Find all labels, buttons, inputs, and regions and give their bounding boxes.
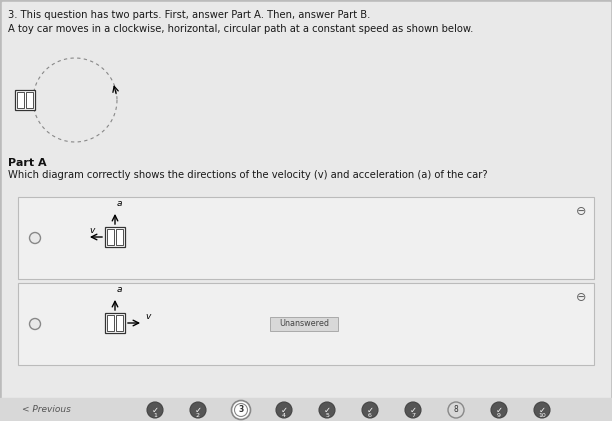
Bar xyxy=(116,315,123,331)
Text: ✓: ✓ xyxy=(195,406,201,415)
Circle shape xyxy=(362,402,378,418)
Circle shape xyxy=(276,402,292,418)
Text: Unanswered: Unanswered xyxy=(279,320,329,328)
Text: 9: 9 xyxy=(497,413,501,418)
Bar xyxy=(26,92,33,108)
Text: Which diagram correctly shows the directions of the velocity (v) and acceleratio: Which diagram correctly shows the direct… xyxy=(8,170,488,180)
Text: 1: 1 xyxy=(153,413,157,418)
Text: Part A: Part A xyxy=(8,158,47,168)
Bar xyxy=(15,90,35,110)
Text: ⊖: ⊖ xyxy=(575,291,586,304)
Circle shape xyxy=(29,232,40,243)
Text: < Previous: < Previous xyxy=(22,405,71,415)
Text: 8: 8 xyxy=(453,405,458,415)
Text: 5: 5 xyxy=(325,413,329,418)
Text: A toy car moves in a clockwise, horizontal, circular path at a constant speed as: A toy car moves in a clockwise, horizont… xyxy=(8,24,473,34)
Text: ⊖: ⊖ xyxy=(575,205,586,218)
Text: v: v xyxy=(89,226,94,235)
Text: ✓: ✓ xyxy=(539,406,545,415)
Bar xyxy=(270,317,338,331)
Text: v: v xyxy=(145,312,151,321)
Bar xyxy=(0,398,612,421)
Circle shape xyxy=(319,402,335,418)
Text: ✓: ✓ xyxy=(409,406,417,415)
Circle shape xyxy=(190,402,206,418)
Circle shape xyxy=(405,402,421,418)
Circle shape xyxy=(147,402,163,418)
Circle shape xyxy=(231,400,250,419)
Bar xyxy=(18,283,594,365)
Circle shape xyxy=(491,402,507,418)
Bar xyxy=(116,229,123,245)
Circle shape xyxy=(234,403,247,416)
Text: ✓: ✓ xyxy=(152,406,159,415)
Text: a: a xyxy=(117,285,122,294)
Text: 3: 3 xyxy=(239,405,244,415)
Bar xyxy=(107,315,114,331)
Text: 3. This question has two parts. First, answer Part A. Then, answer Part B.: 3. This question has two parts. First, a… xyxy=(8,10,370,20)
Circle shape xyxy=(29,319,40,330)
Text: 10: 10 xyxy=(538,413,546,418)
Text: 4: 4 xyxy=(282,413,286,418)
Bar xyxy=(17,92,24,108)
Bar xyxy=(105,227,125,247)
Text: ✓: ✓ xyxy=(367,406,373,415)
Text: 2: 2 xyxy=(196,413,200,418)
Text: 6: 6 xyxy=(368,413,372,418)
Text: ✓: ✓ xyxy=(496,406,502,415)
Circle shape xyxy=(448,402,464,418)
Bar xyxy=(107,229,114,245)
Text: ✓: ✓ xyxy=(324,406,330,415)
Text: 7: 7 xyxy=(411,413,415,418)
Bar xyxy=(105,313,125,333)
Circle shape xyxy=(534,402,550,418)
Text: ✓: ✓ xyxy=(280,406,288,415)
Text: a: a xyxy=(117,199,122,208)
Bar xyxy=(18,197,594,279)
